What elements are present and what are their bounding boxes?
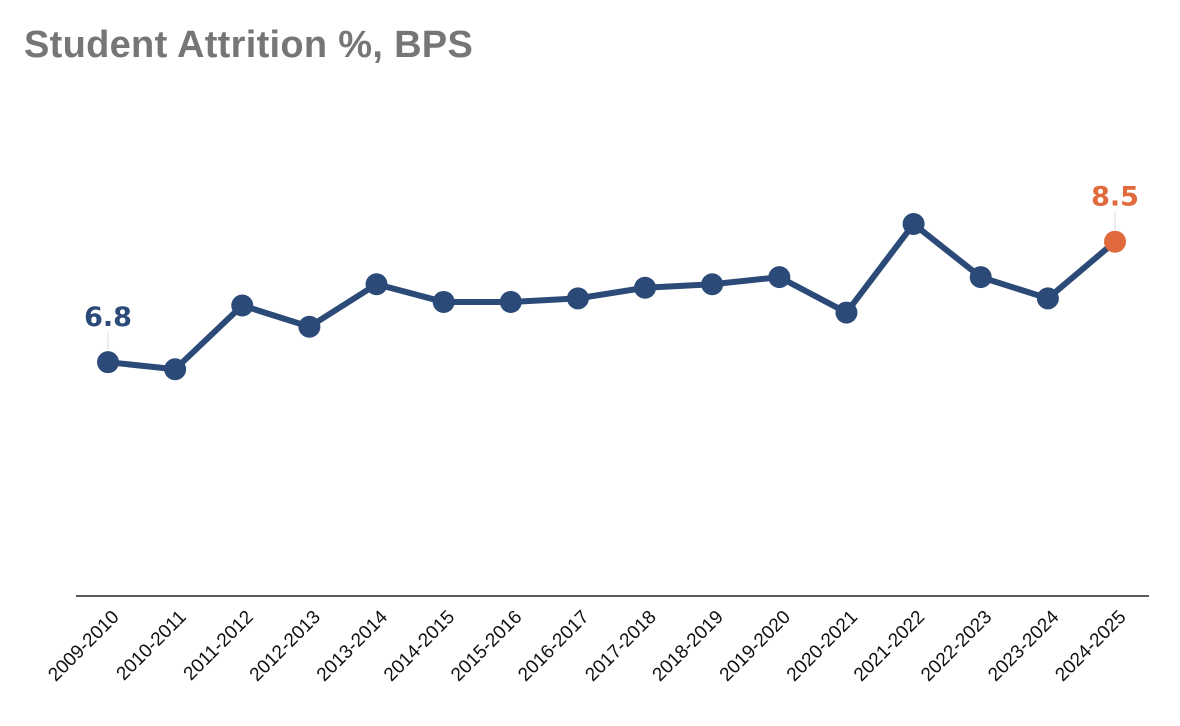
x-tick-label-2015-2016: 2015-2016: [447, 607, 526, 686]
x-tick-label-2017-2018: 2017-2018: [581, 607, 660, 686]
data-point-2020-2021: [835, 301, 858, 324]
x-tick-label-2020-2021: 2020-2021: [783, 607, 862, 686]
data-point-2010-2011: [164, 358, 187, 381]
data-point-2024-2025: [1104, 230, 1126, 253]
data-point-2019-2020: [768, 266, 791, 289]
data-point-2014-2015: [432, 290, 455, 313]
data-point-2015-2016: [499, 290, 522, 313]
data-label-2009-2010: 6.8: [84, 302, 132, 333]
x-tick-label-2019-2020: 2019-2020: [716, 607, 795, 686]
data-point-2016-2017: [566, 287, 589, 310]
x-tick-label-2021-2022: 2021-2022: [850, 607, 929, 686]
x-tick-label-2009-2010: 2009-2010: [44, 607, 123, 686]
x-tick-label-2024-2025: 2024-2025: [1051, 607, 1130, 686]
data-point-2013-2014: [365, 273, 388, 296]
x-tick-label-2010-2011: 2010-2011: [113, 607, 191, 685]
x-tick-label-2014-2015: 2014-2015: [380, 607, 459, 686]
data-point-2022-2023: [969, 266, 992, 289]
data-point-2011-2012: [231, 294, 254, 317]
x-tick-label-2013-2014: 2013-2014: [313, 606, 392, 685]
data-point-2017-2018: [634, 276, 657, 299]
data-point-2023-2024: [1036, 287, 1059, 310]
data-point-2012-2013: [298, 315, 321, 338]
data-label-2024-2025: 8.5: [1091, 182, 1139, 213]
data-point-2009-2010: [97, 351, 119, 374]
x-tick-label-2022-2023: 2022-2023: [917, 607, 996, 686]
x-tick-label-2018-2019: 2018-2019: [649, 607, 728, 686]
x-tick-label-2023-2024: 2023-2024: [984, 606, 1063, 685]
series-line: [105, 221, 1118, 373]
x-tick-label-2012-2013: 2012-2013: [246, 607, 325, 686]
x-tick-label-2016-2017: 2016-2017: [514, 607, 593, 686]
x-tick-label-2011-2012: 2011-2012: [180, 607, 258, 685]
data-point-2018-2019: [701, 273, 724, 296]
data-point-2021-2022: [902, 213, 925, 235]
chart-title: Student Attrition %, BPS: [24, 24, 474, 66]
